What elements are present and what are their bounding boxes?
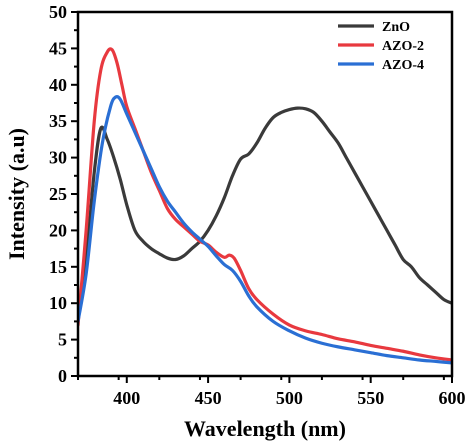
y-tick-label: 50 [49, 2, 67, 22]
y-tick-label: 45 [49, 38, 67, 58]
y-axis-title: Intensity (a.u) [4, 128, 29, 260]
x-tick-label: 550 [357, 388, 384, 408]
legend-label-azo-2: AZO-2 [382, 39, 424, 54]
y-tick-label: 20 [49, 220, 67, 240]
series-lines [78, 47, 452, 365]
plot-area: 400 450 500 550 600 0 5 10 15 20 25 30 35 40 45 50 [49, 2, 466, 408]
y-tick-label: 5 [58, 330, 67, 350]
legend-label-zno: ZnO [382, 20, 410, 35]
x-tick-label: 500 [276, 388, 303, 408]
y-tick-label: 25 [49, 184, 67, 204]
series-line-zno [78, 106, 452, 320]
x-tick-label: 400 [113, 388, 140, 408]
series-line-azo-4 [78, 94, 452, 365]
y-tick-label: 40 [49, 75, 67, 95]
x-axis-title: Wavelength (nm) [184, 416, 346, 441]
x-tick-label: 600 [439, 388, 466, 408]
y-tick-label: 30 [49, 148, 67, 168]
y-tick-label: 15 [49, 257, 67, 277]
x-tick-label: 450 [195, 388, 222, 408]
y-tick-label: 35 [49, 111, 67, 131]
legend-label-azo-4: AZO-4 [382, 58, 424, 73]
y-tick-label: 0 [58, 366, 67, 386]
legend: ZnO AZO-2 AZO-4 [338, 20, 424, 73]
y-tick-label: 10 [49, 293, 67, 313]
